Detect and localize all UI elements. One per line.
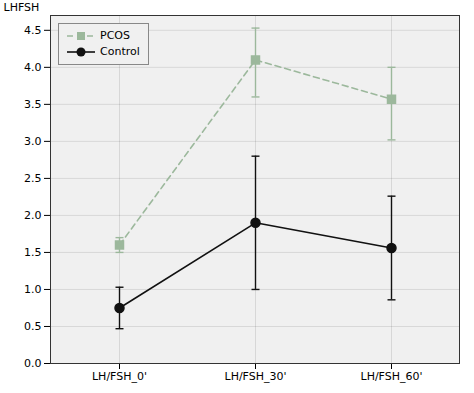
svg-text:LH/FSH_60': LH/FSH_60': [360, 370, 422, 383]
svg-text:3.5: 3.5: [24, 98, 42, 111]
html-text:Control: Control: [100, 45, 140, 58]
svg-text:LH/FSH_30': LH/FSH_30': [224, 370, 286, 383]
html-text:PCOS: PCOS: [100, 29, 130, 42]
svg-text:0.0: 0.0: [24, 357, 42, 370]
svg-text:0.5: 0.5: [24, 320, 42, 333]
svg-text:4.0: 4.0: [24, 61, 42, 74]
svg-text:1.5: 1.5: [24, 246, 42, 259]
svg-text:LHFSH: LHFSH: [4, 1, 40, 14]
svg-text:2.5: 2.5: [24, 172, 42, 185]
svg-text:1.0: 1.0: [24, 283, 42, 296]
svg-text:4.5: 4.5: [24, 24, 42, 37]
svg-text:2.0: 2.0: [24, 209, 42, 222]
svg-text:3.0: 3.0: [24, 135, 42, 148]
svg-text:LH/FSH_0': LH/FSH_0': [92, 370, 147, 383]
